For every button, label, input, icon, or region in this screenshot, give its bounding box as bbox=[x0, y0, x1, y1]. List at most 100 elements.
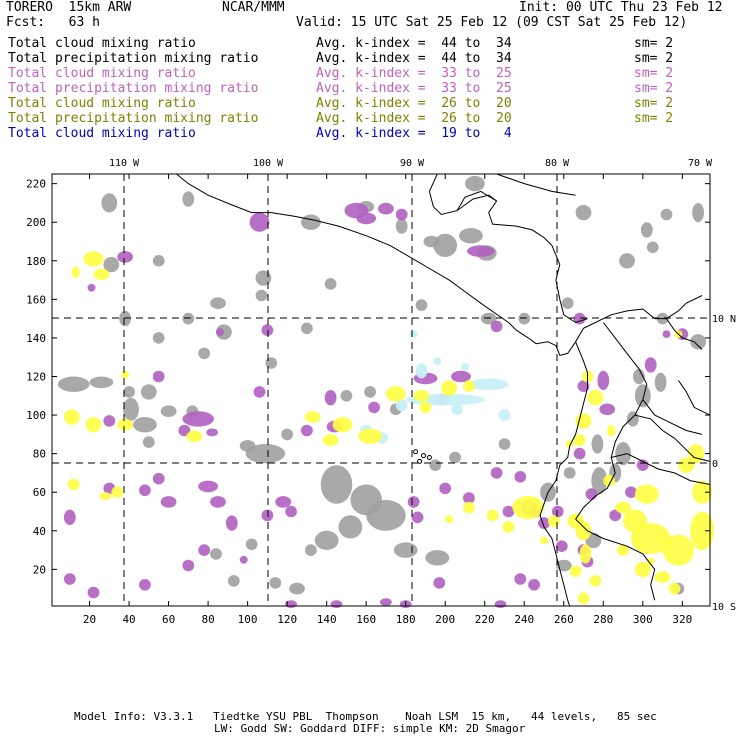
gray-cloud-blob bbox=[364, 386, 376, 398]
coastline-segment bbox=[176, 173, 596, 356]
purple-cloud-blob bbox=[239, 555, 248, 564]
yellow-cloud-blob bbox=[688, 444, 705, 464]
y-tick-label: 40 bbox=[33, 525, 46, 538]
coastline-segment bbox=[666, 318, 703, 350]
island bbox=[426, 455, 432, 460]
cyan-cloud-blob bbox=[433, 357, 442, 365]
purple-cloud-blob bbox=[597, 370, 610, 390]
gray-cloud-blob bbox=[245, 444, 286, 464]
island bbox=[413, 449, 419, 455]
purple-cloud-blob bbox=[324, 390, 337, 406]
yellow-cloud-blob bbox=[573, 434, 586, 446]
yellow-cloud-blob bbox=[634, 484, 659, 504]
cyan-cloud-blob bbox=[415, 363, 428, 379]
legend-sm-0: sm= 2 bbox=[634, 36, 674, 51]
coastline-segment bbox=[575, 518, 656, 601]
gray-cloud-blob bbox=[239, 440, 256, 452]
coastline-segment bbox=[595, 295, 703, 323]
x-tick-label: 120 bbox=[277, 613, 297, 626]
coastline-segment bbox=[575, 322, 648, 520]
longitude-label: 110 W bbox=[109, 158, 140, 169]
gray-cloud-blob bbox=[480, 312, 497, 325]
gray-cloud-blob bbox=[393, 542, 418, 558]
yellow-cloud-blob bbox=[575, 413, 592, 429]
purple-cloud-blob bbox=[463, 492, 475, 504]
purple-cloud-blob bbox=[662, 330, 671, 338]
legend-field-1: Total precipitation mixing ratio bbox=[8, 51, 259, 66]
gray-cloud-blob bbox=[182, 191, 195, 207]
coastline-segment bbox=[428, 173, 588, 324]
purple-cloud-blob bbox=[356, 212, 377, 225]
yellow-cloud-blob bbox=[668, 582, 681, 595]
yellow-cloud-blob bbox=[634, 561, 651, 578]
gray-cloud-blob bbox=[198, 347, 211, 360]
legend-field-2: Total cloud mixing ratio bbox=[8, 66, 196, 81]
purple-cloud-blob bbox=[117, 251, 133, 263]
purple-cloud-blob bbox=[198, 544, 211, 556]
cyan-cloud-blob bbox=[468, 378, 509, 391]
yellow-cloud-blob bbox=[186, 430, 203, 443]
x-tick-label: 320 bbox=[672, 613, 692, 626]
cyan-cloud-blob bbox=[409, 330, 418, 338]
yellow-cloud-blob bbox=[385, 386, 406, 402]
gray-cloud-blob bbox=[429, 459, 442, 472]
purple-cloud-blob bbox=[577, 380, 590, 392]
gray-cloud-blob bbox=[498, 438, 511, 450]
gray-cloud-blob bbox=[563, 467, 576, 479]
gray-cloud-blob bbox=[123, 386, 135, 398]
y-tick-label: 180 bbox=[26, 255, 46, 268]
gray-cloud-blob bbox=[518, 312, 531, 325]
x-tick-label: 100 bbox=[238, 613, 258, 626]
purple-cloud-blob bbox=[139, 484, 151, 497]
yellow-cloud-blob bbox=[678, 457, 695, 473]
gray-cloud-blob bbox=[255, 270, 272, 286]
forecast-hour: Fcst: 63 h bbox=[6, 15, 100, 30]
gray-cloud-blob bbox=[465, 175, 485, 192]
purple-cloud-blob bbox=[253, 386, 266, 398]
purple-cloud-blob bbox=[63, 509, 76, 525]
gray-cloud-blob bbox=[255, 289, 268, 302]
coastline-segment bbox=[677, 380, 711, 416]
legend-kindex-3: Avg. k-index = 33 to 25 bbox=[316, 81, 512, 96]
x-tick-label: 180 bbox=[396, 613, 416, 626]
latitude-labels: 10 N 0 10 S bbox=[712, 314, 736, 613]
purple-cloud-blob bbox=[555, 540, 568, 552]
legend-field-3: Total precipitation mixing ratio bbox=[8, 81, 259, 96]
y-tick-label: 220 bbox=[26, 178, 46, 191]
yellow-cloud-blob bbox=[607, 424, 616, 437]
yellow-cloud-blob bbox=[463, 380, 475, 392]
purple-cloud-blob bbox=[451, 370, 471, 383]
gray-cloud-blob bbox=[123, 397, 139, 421]
purple-cloud-blob bbox=[178, 424, 191, 437]
footer-physics-info: LW: Godd SW: Goddard DIFF: simple KM: 2D… bbox=[214, 722, 526, 735]
latitude-label: 10 S bbox=[712, 602, 736, 613]
gray-cloud-blob bbox=[324, 278, 337, 290]
x-tick-label: 280 bbox=[593, 613, 613, 626]
map-frame bbox=[51, 173, 711, 607]
y-tick-label: 60 bbox=[33, 486, 46, 499]
purple-cloud-blob bbox=[261, 324, 274, 337]
purple-cloud-blob bbox=[439, 482, 452, 495]
yellow-cloud-blob bbox=[540, 536, 548, 545]
legend-sm-3: sm= 2 bbox=[634, 81, 674, 96]
gray-cloud-blob bbox=[314, 530, 339, 551]
purple-cloud-blob bbox=[380, 598, 392, 606]
legend-kindex-6: Avg. k-index = 19 to 4 bbox=[316, 126, 512, 141]
gray-cloud-blob bbox=[210, 548, 222, 560]
purple-cloud-blob bbox=[198, 480, 219, 493]
yellow-cloud-blob bbox=[617, 544, 629, 556]
purple-cloud-blob bbox=[103, 415, 116, 427]
latitude-label: 0 bbox=[712, 459, 718, 470]
longitude-labels: 110 W 100 W 90 W 80 W 70 W bbox=[109, 158, 713, 169]
x-tick-label: 220 bbox=[475, 613, 495, 626]
gray-cloud-blob bbox=[338, 515, 363, 539]
gray-cloud-blob bbox=[142, 436, 155, 448]
purple-cloud-blob bbox=[206, 428, 219, 437]
gray-cloud-blob bbox=[210, 297, 226, 310]
init-time: Init: 00 UTC Thu 23 Feb 12 bbox=[519, 0, 723, 15]
coastline-segment bbox=[642, 399, 703, 435]
purple-cloud-blob bbox=[502, 505, 515, 518]
purple-cloud-blob bbox=[225, 515, 238, 531]
legend-kindex-2: Avg. k-index = 33 to 25 bbox=[316, 66, 512, 81]
